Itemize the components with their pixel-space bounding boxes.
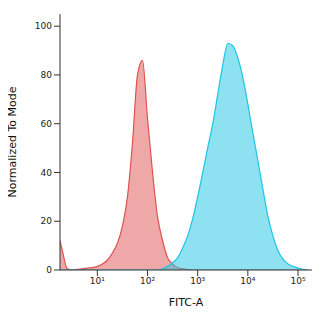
- svg-text:10³: 10³: [190, 276, 205, 286]
- svg-text:10¹: 10¹: [90, 276, 105, 286]
- svg-text:FITC-A: FITC-A: [169, 296, 204, 309]
- svg-text:0: 0: [46, 265, 52, 275]
- svg-text:Normalized To Mode: Normalized To Mode: [8, 86, 19, 197]
- svg-text:100: 100: [35, 21, 52, 31]
- svg-text:10²: 10²: [140, 276, 155, 286]
- svg-text:20: 20: [41, 216, 53, 226]
- svg-text:40: 40: [41, 168, 53, 178]
- svg-text:80: 80: [41, 70, 53, 80]
- svg-text:60: 60: [41, 119, 53, 129]
- svg-text:10⁴: 10⁴: [240, 276, 255, 286]
- svg-text:10⁵: 10⁵: [290, 276, 305, 286]
